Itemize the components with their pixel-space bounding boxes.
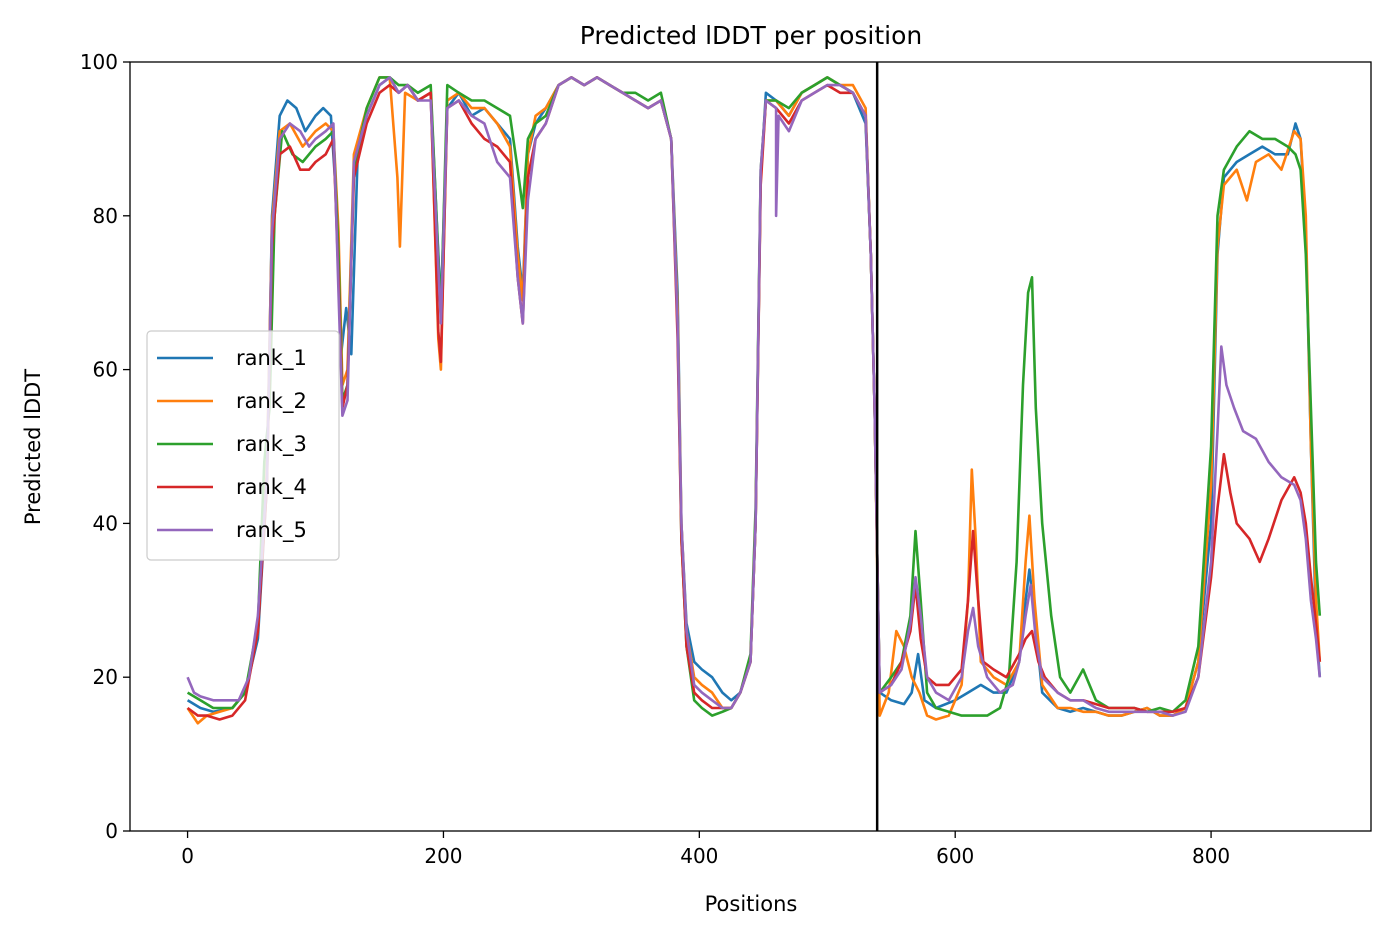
y-tick-label: 40: [93, 511, 118, 535]
y-tick-label: 0: [105, 819, 118, 843]
legend-label-rank_5: rank_5: [236, 518, 307, 543]
y-tick-label: 60: [93, 358, 118, 382]
x-tick-label: 400: [680, 844, 718, 868]
legend-label-rank_4: rank_4: [236, 475, 307, 500]
legend: rank_1 rank_2 rank_3 rank_4 rank_5: [146, 330, 340, 561]
legend-box: [146, 330, 340, 561]
y-axis-label: Predicted lDDT: [21, 369, 45, 525]
x-tick-label: 200: [424, 844, 462, 868]
series-layer: [186, 76, 1322, 725]
x-tick-label: 800: [1192, 844, 1230, 868]
legend-items: rank_1 rank_2 rank_3 rank_4 rank_5: [157, 346, 307, 543]
x-axis-label: Positions: [705, 892, 798, 916]
series-line-rank_5: [186, 76, 1322, 717]
x-axis-ticks: 0 200 400 600 800: [181, 831, 1230, 868]
plot-frame: [129, 61, 1372, 832]
legend-label-rank_1: rank_1: [236, 346, 307, 371]
x-tick-label: 0: [181, 844, 194, 868]
chart-title: Predicted lDDT per position: [580, 21, 922, 50]
y-axis-ticks: 0 20 40 60 80 100: [80, 50, 130, 843]
x-tick-label: 600: [936, 844, 974, 868]
legend-label-rank_3: rank_3: [236, 432, 307, 457]
y-tick-label: 20: [93, 665, 118, 689]
y-tick-label: 100: [80, 50, 118, 74]
y-tick-label: 80: [93, 204, 118, 228]
legend-label-rank_2: rank_2: [236, 389, 307, 414]
